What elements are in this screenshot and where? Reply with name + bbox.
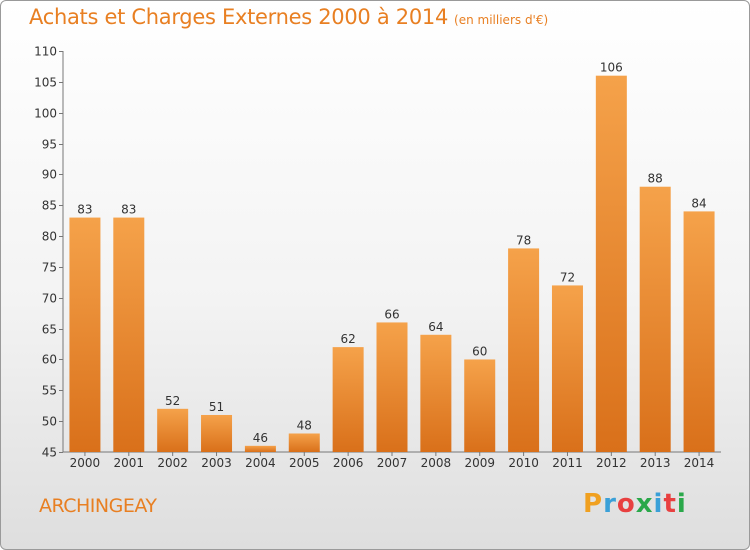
bar-value-label: 60: [472, 344, 487, 358]
bar: [157, 408, 189, 452]
bar: [683, 211, 715, 452]
y-tick-label: 50: [42, 415, 57, 429]
bar-value-label: 88: [648, 172, 663, 186]
x-tick-label: 2013: [640, 456, 671, 470]
bar: [113, 217, 145, 452]
logo-letter: o: [616, 489, 636, 519]
bar: [332, 347, 364, 452]
bar: [201, 414, 233, 452]
y-tick-label: 80: [42, 230, 57, 244]
bar-value-label: 78: [516, 233, 531, 247]
y-tick-label: 105: [34, 76, 57, 90]
bar-value-label: 62: [340, 332, 355, 346]
x-tick-label: 2007: [377, 456, 408, 470]
y-tick-label: 65: [42, 323, 57, 337]
bar: [69, 217, 101, 452]
bar-value-label: 46: [253, 431, 268, 445]
y-tick-label: 75: [42, 261, 57, 275]
bar-value-label: 72: [560, 270, 575, 284]
x-tick-label: 2012: [596, 456, 627, 470]
bar-value-label: 64: [428, 320, 443, 334]
x-tick-label: 2000: [70, 456, 101, 470]
bar-value-label: 83: [77, 203, 92, 217]
bar: [464, 359, 496, 452]
logo-letter: i: [653, 489, 664, 519]
bar-value-label: 106: [600, 61, 623, 75]
logo-letter: r: [603, 489, 617, 519]
logo-letter: x: [635, 489, 654, 519]
y-tick-label: 95: [42, 138, 57, 152]
proxiti-logo: Proxiti: [583, 489, 687, 519]
chart-title: Achats et Charges Externes 2000 à 2014 (e…: [29, 5, 548, 29]
bar-value-label: 52: [165, 394, 180, 408]
bar-value-label: 83: [121, 203, 136, 217]
x-tick-label: 2002: [157, 456, 188, 470]
logo-letter: t: [663, 489, 677, 519]
y-tick-label: 100: [34, 107, 57, 121]
x-tick-label: 2004: [245, 456, 276, 470]
x-tick-label: 2011: [552, 456, 583, 470]
bar: [244, 445, 276, 452]
bar-value-label: 51: [209, 400, 224, 414]
chart-title-text: Achats et Charges Externes 2000 à 2014: [29, 5, 449, 29]
y-tick-label: 85: [42, 199, 57, 213]
bar-value-label: 84: [691, 196, 706, 210]
x-tick-label: 2014: [684, 456, 715, 470]
y-tick-label: 90: [42, 168, 57, 182]
bar: [508, 248, 540, 452]
logo-letter: P: [583, 489, 604, 519]
chart-unit: (en milliers d'€): [454, 13, 549, 27]
bar: [639, 186, 671, 452]
x-tick-label: 2003: [201, 456, 232, 470]
x-tick-label: 2010: [508, 456, 539, 470]
y-tick-label: 110: [34, 45, 57, 59]
bar-value-label: 48: [297, 418, 312, 432]
bar: [376, 322, 408, 452]
x-tick-label: 2001: [114, 456, 145, 470]
logo-letter: i: [676, 489, 687, 519]
bar: [551, 285, 583, 452]
x-tick-label: 2005: [289, 456, 320, 470]
bar: [288, 433, 320, 452]
y-tick-label: 70: [42, 292, 57, 306]
x-tick-label: 2008: [421, 456, 452, 470]
bar: [420, 334, 452, 452]
bar: [595, 75, 627, 452]
commune-name: ARCHINGEAY: [39, 495, 157, 517]
y-tick-label: 60: [42, 353, 57, 367]
y-tick-label: 55: [42, 384, 57, 398]
x-tick-label: 2006: [333, 456, 364, 470]
y-tick-label: 45: [42, 446, 57, 460]
bar-value-label: 66: [384, 307, 399, 321]
x-tick-label: 2009: [464, 456, 495, 470]
